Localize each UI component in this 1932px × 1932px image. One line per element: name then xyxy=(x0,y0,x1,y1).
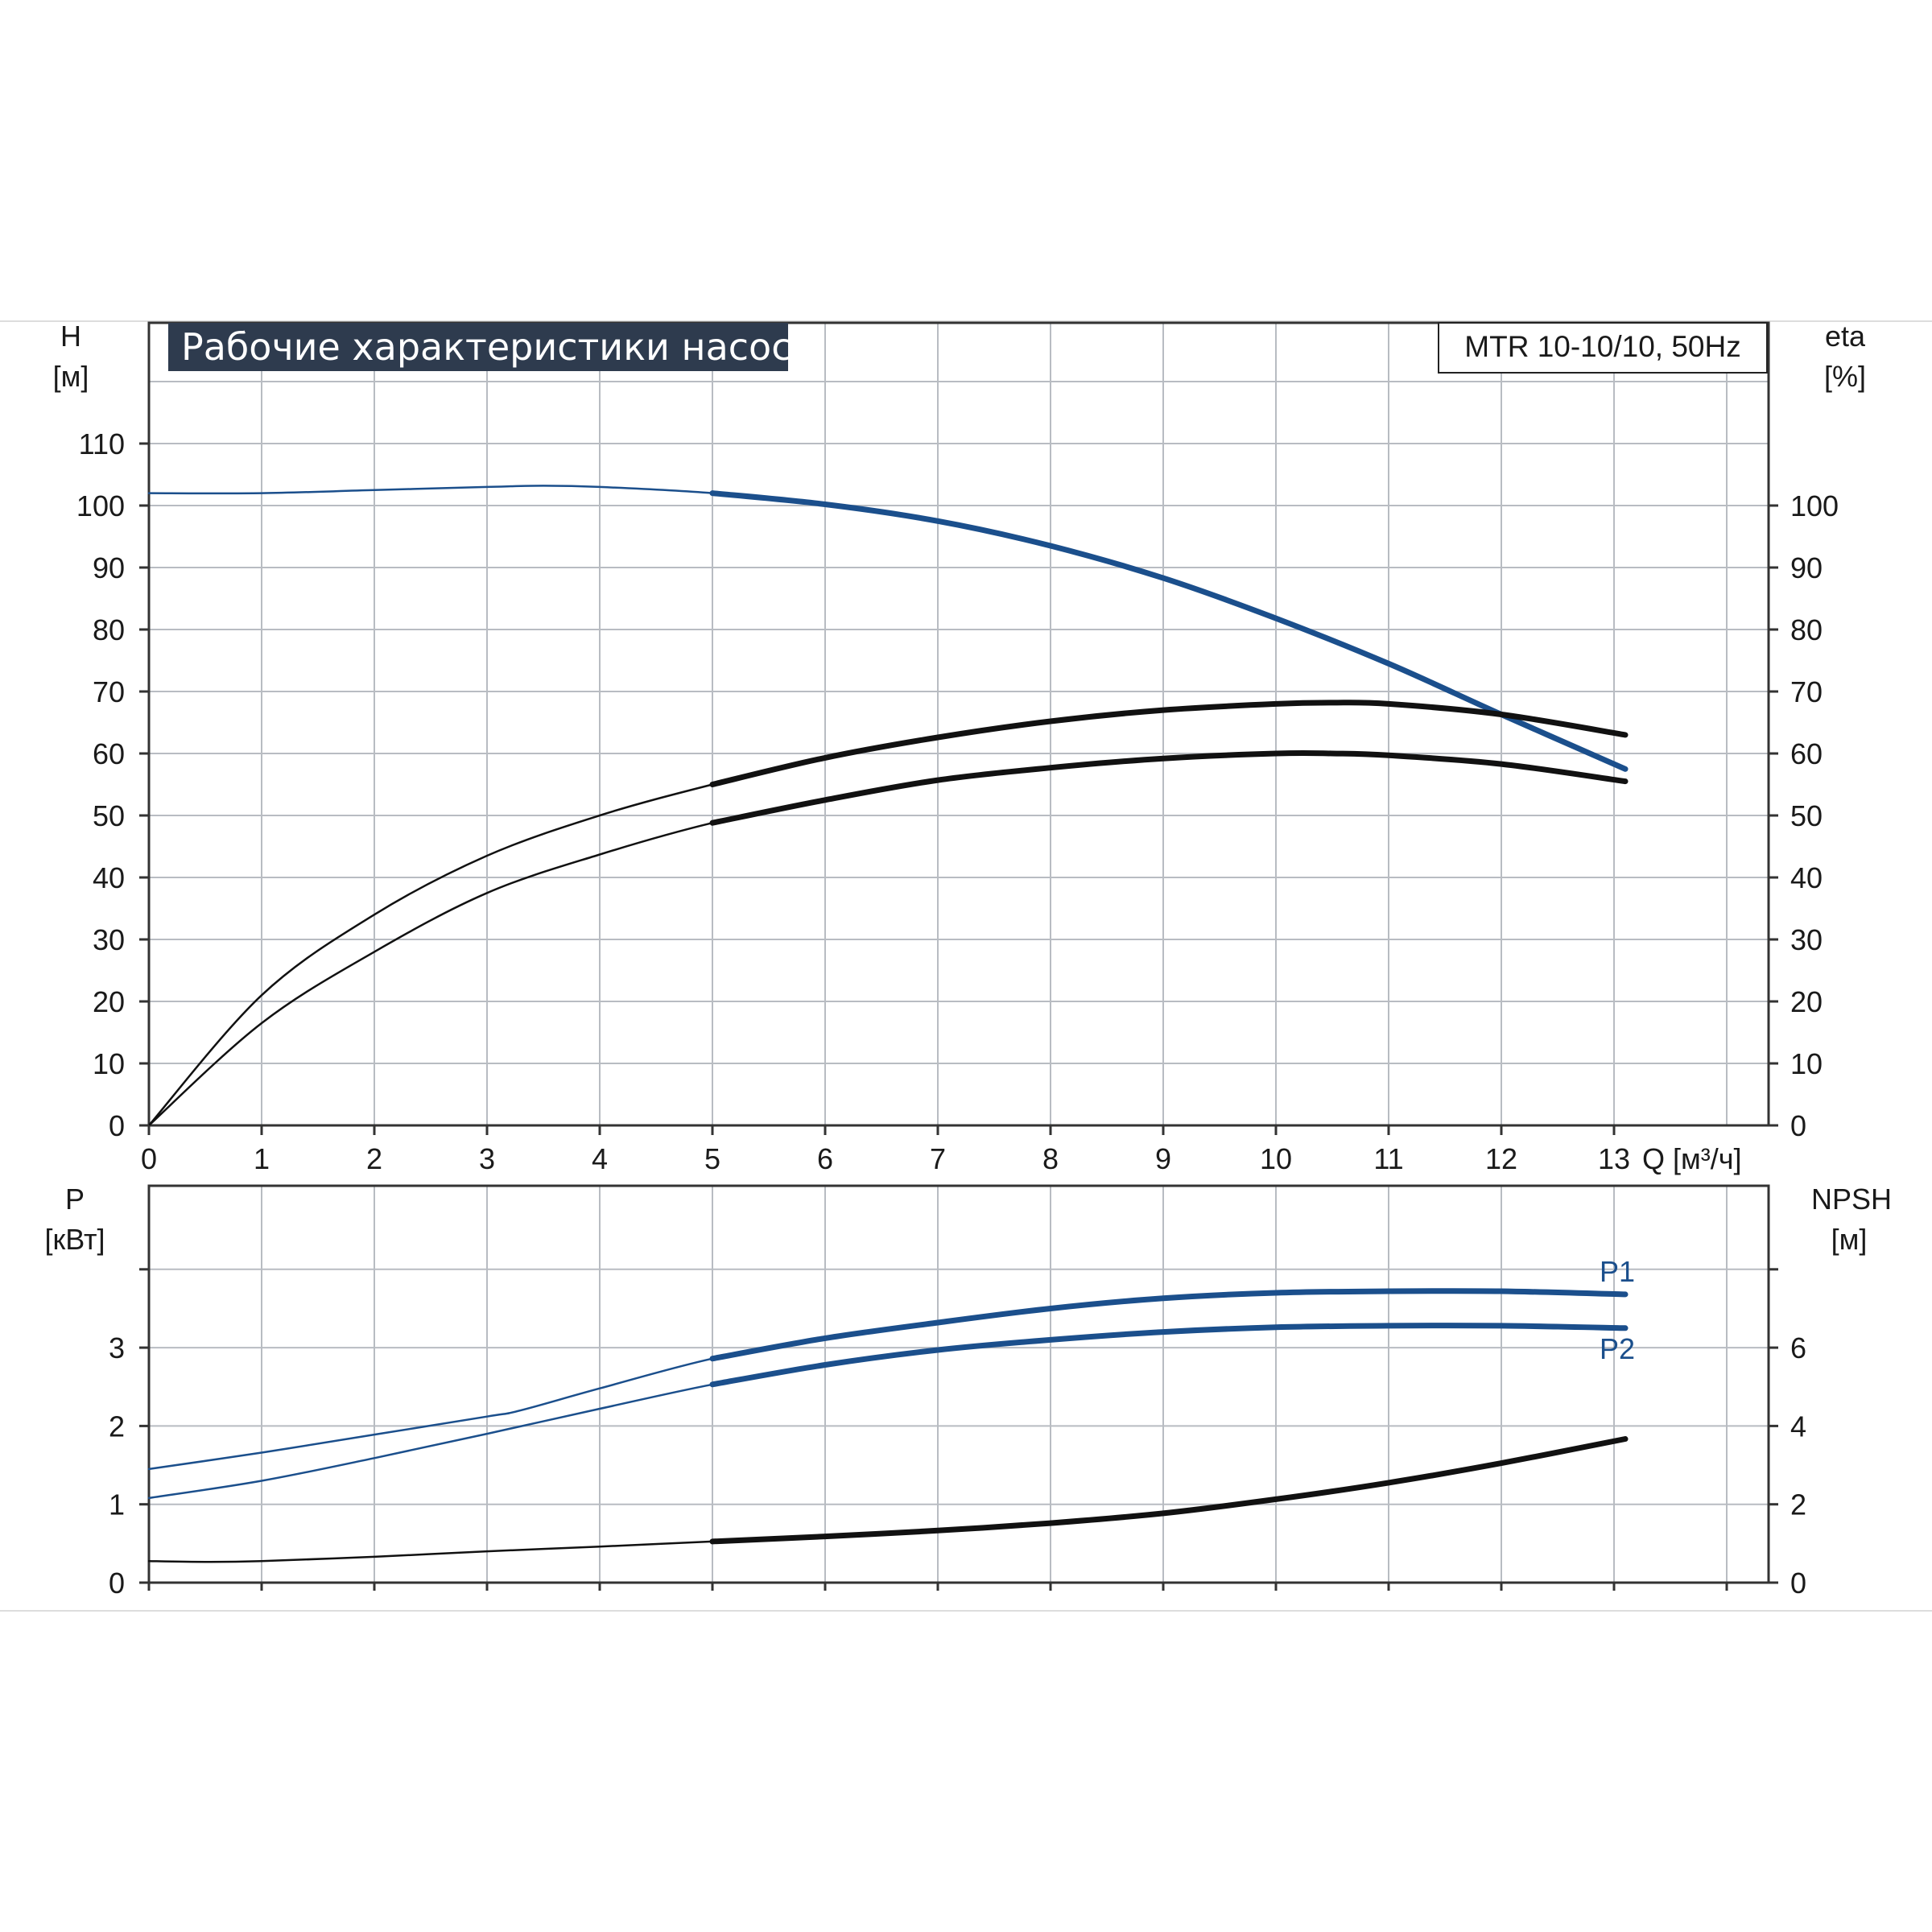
chart-title-box xyxy=(168,323,788,371)
model-label: MTR 10-10/10, 50Hz xyxy=(1464,330,1740,363)
y-tick-label-right: 70 xyxy=(1790,675,1823,708)
y-tick-label-left: 90 xyxy=(93,551,125,584)
y-tick-label-right: 0 xyxy=(1790,1109,1806,1142)
y-tick-label-left: 40 xyxy=(93,861,125,894)
chart-title: Рабочие характеристики насоса xyxy=(181,325,815,369)
y-tick-label-left: 30 xyxy=(93,923,125,956)
x-tick-label: 4 xyxy=(592,1142,608,1175)
npsh-curve-thick xyxy=(709,1436,1629,1545)
top-chart-series xyxy=(147,485,1629,1127)
x-tick-label: 1 xyxy=(254,1142,270,1175)
p1-curve-thin xyxy=(147,1290,1627,1471)
npsh-axis-unit: [м] xyxy=(1831,1223,1868,1256)
x-tick-label: 10 xyxy=(1260,1142,1292,1175)
x-tick-label: 12 xyxy=(1485,1142,1517,1175)
npsh-tick-label: 2 xyxy=(1790,1488,1806,1521)
x-tick-label: 5 xyxy=(704,1142,720,1175)
y-tick-label-left: 10 xyxy=(93,1047,125,1080)
y-tick-label-right: 10 xyxy=(1790,1047,1823,1080)
y-tick-label-right: 80 xyxy=(1790,613,1823,646)
x-tick-label: 7 xyxy=(930,1142,946,1175)
npsh-tick-label: 4 xyxy=(1790,1410,1806,1443)
p2-curve-label: P2 xyxy=(1600,1332,1635,1365)
x-tick-label: 3 xyxy=(479,1142,495,1175)
y-tick-label-left: 60 xyxy=(93,737,125,770)
bottom-chart-ticks: 0 1 2 3 0 2 4 6 xyxy=(109,1268,1806,1600)
bottom-chart-series xyxy=(147,1288,1629,1563)
y-tick-label-left: 20 xyxy=(93,985,125,1018)
x-tick-label: 13 xyxy=(1598,1142,1630,1175)
y-tick-label-right: 40 xyxy=(1790,861,1823,894)
y-tick-label-left: 100 xyxy=(76,489,125,522)
y-tick-label-left: 70 xyxy=(93,675,125,708)
p2-curve-thick xyxy=(709,1323,1629,1388)
p-tick-label: 1 xyxy=(109,1488,125,1521)
p-tick-label: 3 xyxy=(109,1331,125,1364)
head-curve-thin xyxy=(147,485,1627,770)
efficiency-curve-lower-thick xyxy=(709,749,1629,826)
x-tick-label: 11 xyxy=(1373,1142,1403,1175)
p-axis-name: P xyxy=(65,1183,85,1216)
x-tick-label: 9 xyxy=(1155,1142,1171,1175)
p1-curve-label: P1 xyxy=(1600,1255,1635,1288)
npsh-tick-label: 6 xyxy=(1790,1331,1806,1364)
y-tick-label-left: 0 xyxy=(109,1109,125,1142)
p2-curve-thin xyxy=(147,1324,1627,1500)
efficiency-curve-upper-thin xyxy=(147,701,1627,1127)
y-tick-label-left: 110 xyxy=(79,427,125,460)
y-tick-label-right: 60 xyxy=(1790,737,1823,770)
p-tick-label: 0 xyxy=(109,1567,125,1600)
y-tick-label-right: 20 xyxy=(1790,985,1823,1018)
x-tick-label: 0 xyxy=(141,1142,157,1175)
eta-axis-unit: [%] xyxy=(1824,360,1866,393)
y-tick-label-right: 100 xyxy=(1790,489,1839,522)
y-tick-label-right: 90 xyxy=(1790,551,1823,584)
p1-curve-thick xyxy=(709,1288,1629,1362)
bottom-plot-frame xyxy=(147,1184,1770,1584)
efficiency-curve-upper-thick xyxy=(709,700,1629,787)
y-tick-label-left: 80 xyxy=(93,613,125,646)
h-axis-unit: [м] xyxy=(53,360,89,393)
top-plot-frame xyxy=(147,321,1770,1127)
p-tick-label: 2 xyxy=(109,1410,125,1443)
npsh-curve-thin xyxy=(147,1438,1627,1563)
y-tick-label-left: 50 xyxy=(93,799,125,832)
model-label-box xyxy=(1438,322,1768,374)
bottom-chart-grid xyxy=(147,1184,1770,1584)
q-axis-label: Q [м³/ч] xyxy=(1642,1142,1742,1175)
npsh-tick-label: 0 xyxy=(1790,1567,1806,1600)
x-tick-label: 6 xyxy=(817,1142,833,1175)
p-axis-unit: [кВт] xyxy=(44,1223,105,1256)
npsh-axis-name: NPSH xyxy=(1811,1183,1892,1216)
top-chart-grid xyxy=(147,321,1770,1127)
h-axis-name: H xyxy=(60,320,81,353)
y-tick-label-right: 30 xyxy=(1790,923,1823,956)
top-chart-ticks: 0102030405060708090100110010203040506070… xyxy=(76,427,1839,1175)
x-tick-label: 2 xyxy=(366,1142,382,1175)
y-tick-label-right: 50 xyxy=(1790,799,1823,832)
x-tick-label: 8 xyxy=(1042,1142,1059,1175)
eta-axis-name: eta xyxy=(1825,320,1866,353)
head-curve-thick xyxy=(709,490,1629,772)
